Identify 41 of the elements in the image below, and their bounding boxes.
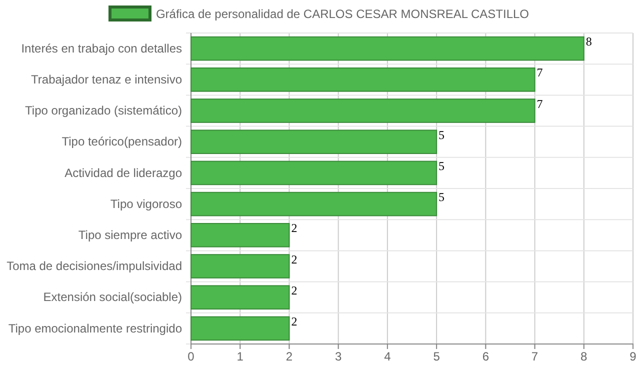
y-tick-label: Actividad de liderazgo — [64, 166, 182, 180]
y-tick-label: Tipo vigoroso — [110, 196, 182, 211]
x-tick-label: 3 — [334, 350, 342, 364]
bar — [190, 285, 290, 310]
x-tick-label: 7 — [531, 350, 538, 364]
x-tick-label: 8 — [580, 350, 588, 364]
data-label: 7 — [536, 96, 543, 111]
bar — [190, 192, 438, 216]
y-tick-label: Interés en trabajo con detalles — [21, 41, 182, 56]
y-tick-label: Tipo siempre activo — [78, 228, 182, 242]
y-tick-label: Extensión social(sociable) — [43, 290, 182, 304]
data-label: 2 — [291, 221, 298, 236]
data-label: 5 — [438, 128, 445, 142]
data-label: 2 — [291, 314, 298, 328]
data-label: 5 — [438, 190, 445, 204]
y-tick-label: Trabajador tenaz e intensivo — [31, 72, 182, 86]
bar — [190, 160, 438, 186]
y-tick-label: Tipo teórico(pensador) — [62, 134, 182, 149]
y-tick-label: Tipo organizado (sistemático) — [25, 104, 182, 118]
x-tick-label: 5 — [433, 350, 440, 364]
x-tick-label: 9 — [630, 350, 637, 364]
data-label: 2 — [291, 283, 298, 298]
x-tick-label: 1 — [236, 350, 244, 364]
bar — [190, 67, 536, 92]
x-tick-label: 6 — [482, 350, 490, 364]
data-label: 7 — [536, 66, 543, 80]
bar — [190, 316, 290, 341]
data-label: 5 — [438, 158, 445, 173]
legend-label: Gráfica de personalidad de CARLOS CESAR MONSREAL CASTILLO — [156, 7, 530, 21]
bar — [190, 36, 584, 61]
bar — [190, 98, 536, 123]
x-tick-label: 4 — [384, 350, 392, 364]
y-tick-label: Toma de decisiones/impulsividad — [6, 259, 182, 274]
bar — [190, 254, 290, 278]
data-label: 2 — [291, 252, 298, 266]
x-tick-label: 2 — [286, 350, 293, 364]
y-tick-label: Tipo emocionalmente restringido — [8, 321, 182, 336]
data-label: 8 — [586, 34, 592, 49]
x-tick-label: 0 — [188, 350, 195, 364]
bar — [190, 130, 438, 154]
bar — [190, 222, 290, 248]
